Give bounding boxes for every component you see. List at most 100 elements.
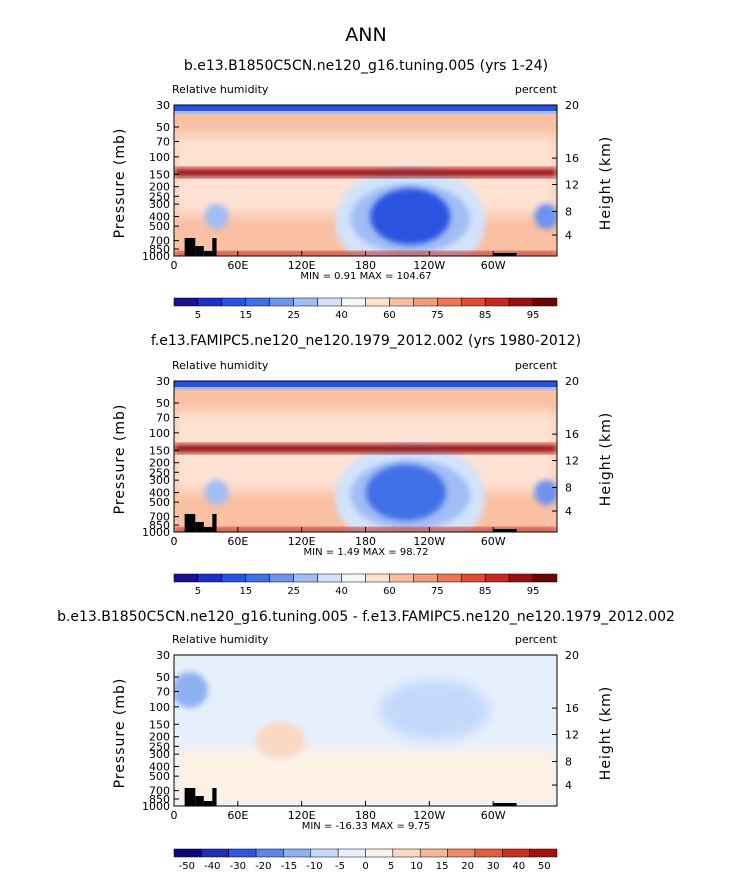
y2-tick-label: 8	[565, 482, 572, 495]
topography	[203, 801, 213, 806]
y-tick-label: 500	[149, 220, 170, 233]
y2-tick-label: 12	[565, 454, 579, 467]
colorbar-box	[337, 848, 366, 858]
moist-layer	[174, 444, 557, 454]
y2-tick-label: 16	[565, 428, 579, 441]
units-label: percent	[515, 359, 558, 372]
colorbar-label: 75	[431, 310, 444, 321]
x-tick-label: 120W	[413, 259, 445, 272]
x-tick-label: 0	[171, 809, 178, 822]
topography	[493, 529, 517, 532]
min-max-stats: MIN = -16.33 MAX = 9.75	[302, 821, 431, 832]
topography	[195, 522, 204, 532]
colorbar-label: 95	[527, 310, 540, 321]
y-tick-label: 1000	[142, 250, 170, 263]
colorbar-label: -20	[255, 861, 271, 872]
y-tick-label: 300	[149, 198, 170, 211]
colorbar-box	[255, 848, 284, 858]
y-axis-title: Pressure (mb)	[112, 128, 128, 239]
colorbar-label: 50	[538, 861, 551, 872]
colorbar-box	[293, 297, 318, 307]
negative-region	[379, 680, 490, 740]
dry-center	[370, 188, 451, 245]
colorbar-label: 10	[410, 861, 423, 872]
y2-tick-label: 12	[565, 728, 579, 741]
y-tick-label: 50	[156, 671, 170, 684]
y2-tick-label: 20	[565, 649, 579, 662]
dry-center	[204, 203, 229, 230]
colorbar-box	[197, 297, 223, 307]
colorbar-box	[197, 573, 223, 583]
colorbar-label: -5	[335, 861, 345, 872]
colorbar-box	[413, 297, 438, 307]
y-axis-title: Pressure (mb)	[112, 678, 128, 789]
y-tick-label: 850	[149, 243, 170, 256]
y-axis-title: Pressure (mb)	[112, 404, 128, 515]
y2-tick-label: 20	[565, 99, 579, 112]
colorbar-box	[502, 848, 530, 858]
strat-dry	[174, 105, 557, 111]
topography	[212, 238, 217, 256]
strat-dry	[174, 111, 557, 114]
y-tick-label: 1000	[142, 800, 170, 813]
dry-center	[204, 479, 229, 506]
x-tick-label: 0	[171, 259, 178, 272]
y-tick-label: 200	[149, 731, 170, 744]
colorbar-box	[293, 573, 318, 583]
x-tick-label: 180	[355, 259, 376, 272]
y-tick-label: 200	[149, 181, 170, 194]
colorbar-label: 25	[287, 310, 300, 321]
dry-center	[534, 203, 557, 230]
y2-tick-label: 8	[565, 756, 572, 769]
colorbar-box	[221, 573, 247, 583]
colorbar-box	[532, 573, 558, 583]
y-tick-label: 50	[156, 121, 170, 134]
colorbar-label: 60	[383, 586, 396, 597]
colorbar-label: -15	[281, 861, 297, 872]
field	[174, 381, 557, 532]
colorbar-box	[317, 573, 342, 583]
y2-axis-title: Height (km)	[598, 686, 614, 780]
y2-tick-label: 16	[565, 152, 579, 165]
y-tick-label: 500	[149, 770, 170, 783]
colorbar-box	[508, 297, 534, 307]
field	[174, 105, 557, 256]
x-tick-label: 120E	[288, 809, 316, 822]
colorbar-label: 15	[239, 586, 252, 597]
x-tick-label: 60W	[481, 809, 506, 822]
moist-layer	[174, 168, 557, 178]
positive-region	[255, 722, 306, 758]
topography	[493, 803, 517, 806]
figure-title: ANN	[345, 24, 386, 46]
topography	[212, 514, 217, 532]
colorbar-box	[508, 573, 534, 583]
topography	[195, 796, 204, 806]
x-tick-label: 0	[171, 535, 178, 548]
y-tick-label: 150	[149, 444, 170, 457]
negative-region	[174, 672, 208, 708]
colorbar-label: -50	[179, 861, 195, 872]
y-tick-label: 850	[149, 519, 170, 532]
colorbar-box	[317, 297, 342, 307]
colorbar-box	[283, 848, 312, 858]
colorbar-box	[173, 848, 202, 858]
colorbar-box	[532, 297, 558, 307]
colorbar-box	[437, 297, 462, 307]
colorbar-box	[269, 573, 294, 583]
colorbar-label: 40	[512, 861, 525, 872]
y-tick-label: 400	[149, 761, 170, 774]
x-tick-label: 60E	[227, 259, 248, 272]
min-max-stats: MIN = 1.49 MAX = 98.72	[304, 547, 429, 558]
colorbar-label: 30	[487, 861, 500, 872]
colorbar-box	[392, 848, 421, 858]
topography	[212, 788, 217, 806]
y-tick-label: 150	[149, 718, 170, 731]
y-tick-label: 50	[156, 397, 170, 410]
colorbar-box	[228, 848, 257, 858]
colorbar-label: -30	[230, 861, 246, 872]
colorbar-box	[201, 848, 229, 858]
colorbar-label: 5	[195, 586, 201, 597]
colorbar-box	[484, 573, 510, 583]
dry-center	[534, 479, 557, 506]
units-label: percent	[515, 633, 558, 646]
